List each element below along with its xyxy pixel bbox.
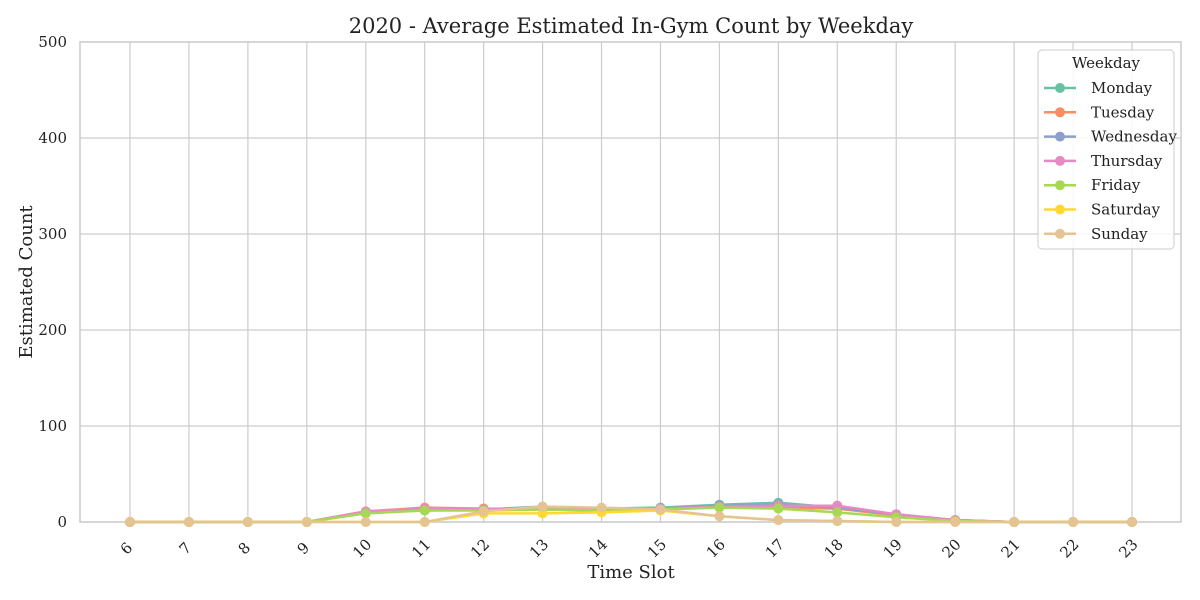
legend-entry: Saturday xyxy=(1044,201,1161,219)
y-tick-label: 400 xyxy=(38,129,67,147)
chart-title: 2020 - Average Estimated In-Gym Count by… xyxy=(349,14,914,38)
x-tick-label: 8 xyxy=(235,539,254,558)
data-point xyxy=(950,517,961,527)
legend-label: Wednesday xyxy=(1091,128,1177,146)
series-layer xyxy=(125,497,1137,527)
legend-entry: Thursday xyxy=(1044,152,1163,170)
data-point xyxy=(360,517,371,527)
x-tick-label: 17 xyxy=(762,535,788,561)
x-tick-label: 18 xyxy=(821,535,847,561)
data-point xyxy=(891,517,902,527)
x-tick-label: 15 xyxy=(644,535,670,561)
legend-marker xyxy=(1055,180,1065,191)
data-point xyxy=(714,502,725,513)
data-point xyxy=(242,517,253,527)
data-point xyxy=(183,517,194,527)
x-tick-label: 20 xyxy=(939,535,965,561)
legend-label: Thursday xyxy=(1091,152,1163,170)
legend-marker xyxy=(1055,83,1065,93)
legend-label: Monday xyxy=(1091,79,1153,97)
legend-marker xyxy=(1055,228,1065,239)
legend-marker xyxy=(1055,107,1065,118)
series-sunday xyxy=(125,501,1137,527)
x-tick-label: 7 xyxy=(176,539,195,558)
data-point xyxy=(301,517,312,527)
x-tick-label: 16 xyxy=(703,535,729,561)
y-tick-label: 500 xyxy=(38,33,67,51)
data-point xyxy=(360,508,371,519)
data-point xyxy=(714,511,725,522)
legend-label: Saturday xyxy=(1091,201,1161,219)
legend-entry: Tuesday xyxy=(1044,103,1155,121)
x-tick-label: 12 xyxy=(467,535,493,561)
data-point xyxy=(1068,517,1079,527)
data-point xyxy=(537,501,548,512)
x-tick-label: 6 xyxy=(117,539,136,558)
x-tick-label: 13 xyxy=(526,535,552,561)
data-point xyxy=(596,502,607,513)
y-tick-label: 0 xyxy=(57,513,67,531)
plot-frame xyxy=(79,41,1182,523)
y-tick-label: 100 xyxy=(38,417,67,435)
data-point xyxy=(1127,517,1137,527)
grid xyxy=(80,41,1181,523)
x-tick-label: 21 xyxy=(997,535,1023,561)
data-point xyxy=(1009,517,1020,527)
legend-label: Sunday xyxy=(1091,225,1148,243)
series-line xyxy=(130,505,1132,524)
y-axis-label: Estimated Count xyxy=(16,205,37,359)
x-tick-labels: 6 7 8 9 10 11 12 13 14 15 16 17 18 19 20 21 22 23 xyxy=(117,535,1142,561)
series-friday xyxy=(125,502,1137,527)
data-point xyxy=(419,517,430,527)
x-tick-label: 23 xyxy=(1115,535,1141,561)
data-point xyxy=(773,503,784,514)
x-axis-label: Time Slot xyxy=(587,562,675,583)
data-point xyxy=(773,515,784,526)
x-tick-label: 14 xyxy=(585,535,611,561)
data-point xyxy=(419,505,430,516)
legend-entry: Wednesday xyxy=(1044,128,1177,146)
legend-entry: Monday xyxy=(1044,79,1153,97)
legend-box xyxy=(1037,49,1175,250)
x-tick-label: 10 xyxy=(349,535,375,561)
x-tick-label: 19 xyxy=(880,535,906,561)
x-tick-label: 22 xyxy=(1056,535,1082,561)
x-tick-label: 11 xyxy=(408,535,434,561)
y-tick-label: 200 xyxy=(38,321,67,339)
data-point xyxy=(478,506,489,517)
data-point xyxy=(125,517,135,527)
legend-entry: Friday xyxy=(1044,176,1141,194)
legend-title: Weekday xyxy=(1072,54,1141,72)
legend: Weekday Monday Tuesday Wednesday Thursday Fr… xyxy=(1037,49,1177,250)
y-tick-labels: 0 100 200 300 400 500 xyxy=(38,33,67,531)
legend-entry: Sunday xyxy=(1044,225,1148,243)
legend-marker xyxy=(1055,204,1065,215)
y-tick-label: 300 xyxy=(38,225,67,243)
legend-marker xyxy=(1055,155,1065,166)
legend-marker xyxy=(1055,131,1065,142)
x-tick-label: 9 xyxy=(294,539,313,558)
legend-label: Tuesday xyxy=(1091,103,1155,121)
legend-label: Friday xyxy=(1091,176,1141,194)
data-point xyxy=(832,507,843,518)
legend-items: Monday Tuesday Wednesday Thursday Friday Satu… xyxy=(1044,79,1177,243)
data-point xyxy=(832,516,843,527)
data-point xyxy=(655,504,666,515)
